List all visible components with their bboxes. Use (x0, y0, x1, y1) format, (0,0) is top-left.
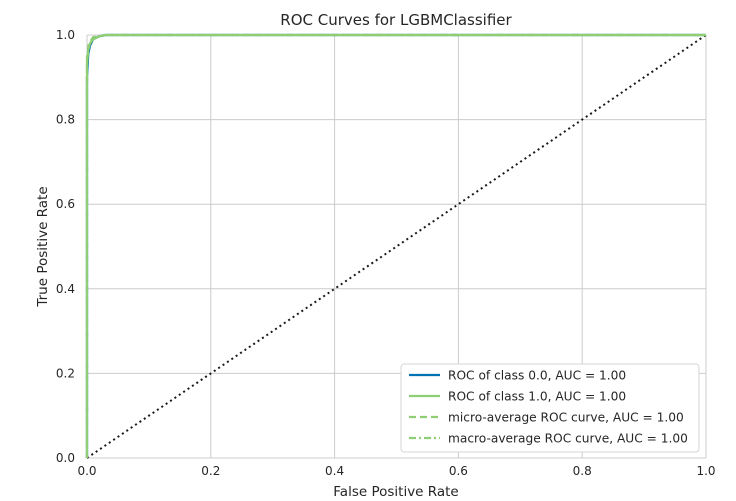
y-tick-label: 0.2 (56, 366, 75, 380)
legend-label: ROC of class 1.0, AUC = 1.00 (448, 390, 626, 404)
x-tick-label: 0.4 (325, 464, 344, 478)
roc-curve-line (85, 33, 706, 458)
legend-label: macro-average ROC curve, AUC = 1.00 (448, 432, 688, 446)
y-axis-label: True Positive Rate (35, 186, 51, 307)
x-axis-label: False Positive Rate (333, 484, 458, 500)
y-tick-label: 0.0 (56, 451, 75, 465)
x-tick-label: 0.8 (573, 464, 592, 478)
chart-title: ROC Curves for LGBMClassifier (280, 11, 512, 29)
series-group (85, 33, 707, 459)
y-tick-label: 1.0 (56, 28, 75, 42)
y-tick-label: 0.6 (56, 197, 75, 211)
legend-label: ROC of class 0.0, AUC = 1.00 (448, 369, 626, 383)
x-tick-label: 0.2 (201, 464, 220, 478)
x-tick-label: 0.6 (449, 464, 468, 478)
y-tick-label: 0.8 (56, 113, 75, 127)
x-tick-label: 0.0 (77, 464, 96, 478)
legend-label: micro-average ROC curve, AUC = 1.00 (448, 411, 684, 425)
tick-labels: 0.0 0.2 0.4 0.6 0.8 1.0 0.0 0.2 0.4 0.6 0.8 1.0 (56, 28, 716, 478)
legend: ROC of class 0.0, AUC = 1.00 ROC of class… (400, 363, 700, 453)
grid (86, 34, 707, 459)
y-tick-label: 0.4 (56, 282, 75, 296)
x-tick-label: 1.0 (696, 464, 715, 478)
legend-box (400, 363, 700, 453)
